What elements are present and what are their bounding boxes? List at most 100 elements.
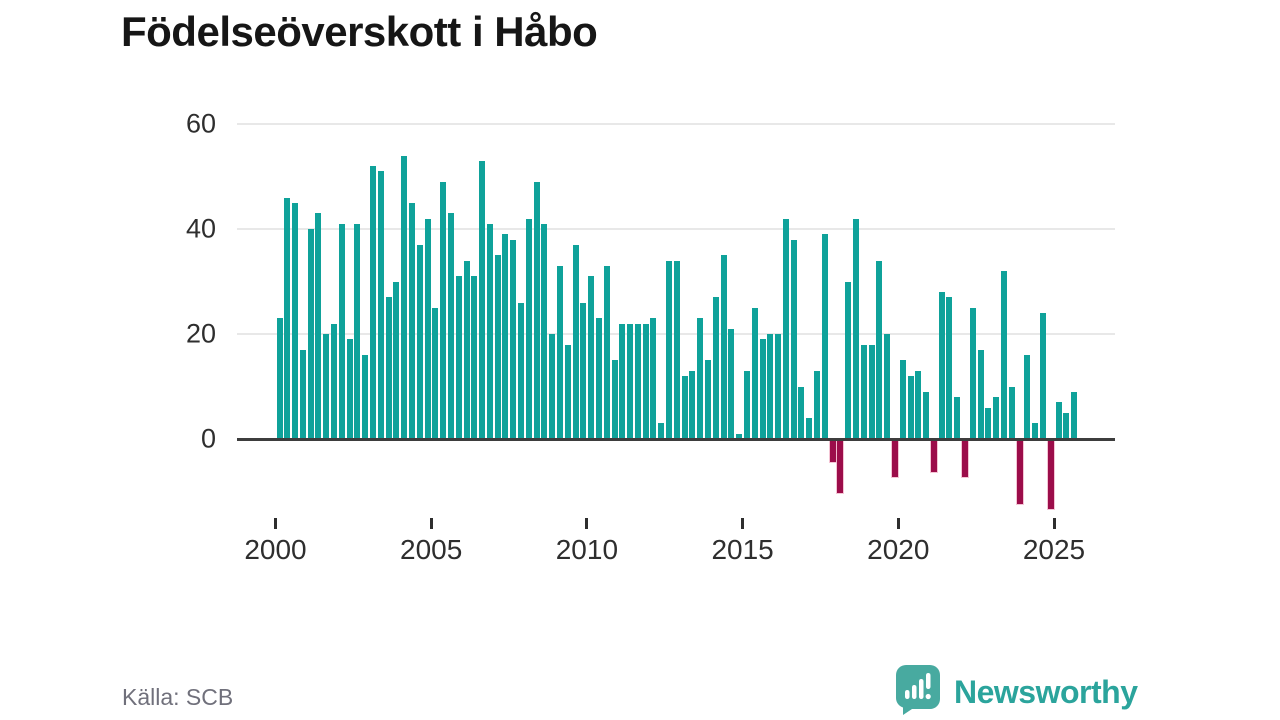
newsworthy-logo-text: Newsworthy bbox=[954, 674, 1138, 710]
bar bbox=[650, 318, 657, 440]
bar bbox=[603, 265, 610, 440]
bar bbox=[798, 386, 805, 439]
bar bbox=[377, 171, 384, 440]
x-tick bbox=[896, 518, 900, 529]
bar bbox=[276, 318, 283, 440]
bar bbox=[743, 370, 750, 440]
bar bbox=[525, 218, 532, 439]
bar bbox=[346, 339, 353, 440]
bar bbox=[907, 376, 914, 439]
bar bbox=[634, 323, 641, 439]
bar bbox=[720, 255, 727, 440]
bar bbox=[673, 260, 680, 439]
y-axis-label: 20 bbox=[185, 318, 216, 349]
bar bbox=[284, 197, 291, 439]
bar bbox=[595, 318, 602, 440]
bar bbox=[518, 302, 524, 439]
bar bbox=[370, 166, 376, 439]
bar bbox=[1055, 402, 1062, 440]
bar bbox=[292, 202, 299, 440]
bar bbox=[1016, 440, 1023, 504]
bar bbox=[837, 440, 844, 493]
bar bbox=[627, 323, 633, 439]
bar bbox=[969, 307, 976, 440]
bar bbox=[689, 370, 696, 440]
bar bbox=[705, 360, 711, 440]
bar bbox=[814, 370, 820, 440]
bar bbox=[946, 297, 953, 440]
bar bbox=[829, 440, 836, 462]
bar bbox=[868, 344, 875, 439]
bar bbox=[876, 260, 883, 439]
x-axis-label: 2010 bbox=[555, 534, 619, 565]
bar bbox=[299, 349, 306, 440]
y-axis-label: 0 bbox=[200, 423, 216, 454]
bar bbox=[510, 239, 517, 439]
bar bbox=[1039, 313, 1046, 439]
bar bbox=[424, 218, 431, 439]
bar bbox=[447, 213, 454, 440]
bar bbox=[463, 260, 470, 439]
bar bbox=[923, 391, 930, 440]
bar bbox=[432, 307, 439, 440]
bar bbox=[323, 334, 330, 439]
bar bbox=[401, 155, 408, 439]
bar bbox=[1047, 440, 1054, 509]
bar bbox=[549, 334, 556, 439]
bar bbox=[712, 297, 719, 440]
bar bbox=[954, 397, 961, 439]
bar bbox=[572, 244, 579, 440]
bar bbox=[502, 234, 509, 440]
bar bbox=[588, 276, 595, 440]
y-axis-label: 40 bbox=[185, 213, 216, 244]
bar bbox=[619, 323, 626, 439]
bar bbox=[985, 407, 992, 439]
bar bbox=[1032, 423, 1039, 440]
bar bbox=[1024, 355, 1031, 439]
bar bbox=[681, 376, 688, 439]
bar bbox=[642, 323, 649, 439]
bar bbox=[658, 423, 665, 440]
bar bbox=[962, 440, 968, 478]
bar bbox=[541, 223, 548, 440]
bar bbox=[455, 276, 462, 440]
source-note: Källa: SCB bbox=[122, 684, 234, 710]
gridline bbox=[237, 228, 1115, 230]
bar bbox=[806, 418, 813, 439]
bar bbox=[471, 276, 478, 440]
bar bbox=[728, 328, 735, 440]
bar bbox=[331, 323, 337, 439]
gridline bbox=[237, 123, 1115, 125]
x-tick bbox=[585, 518, 589, 529]
bar bbox=[736, 433, 743, 440]
bar bbox=[1063, 412, 1070, 440]
x-axis-label: 2020 bbox=[867, 534, 930, 565]
bar bbox=[556, 265, 563, 440]
bar bbox=[821, 234, 828, 440]
bar bbox=[751, 307, 758, 440]
bar bbox=[790, 239, 797, 439]
x-tick bbox=[741, 518, 745, 529]
bar bbox=[1008, 386, 1015, 439]
bar bbox=[393, 281, 400, 439]
x-axis-label: 2025 bbox=[1022, 534, 1086, 565]
x-tick bbox=[1052, 518, 1056, 529]
x-axis-label: 2000 bbox=[244, 534, 307, 565]
newsworthy-logo: Newsworthy bbox=[896, 665, 1138, 720]
bar bbox=[564, 344, 571, 439]
bar bbox=[891, 440, 898, 478]
bar bbox=[845, 281, 852, 439]
bar bbox=[362, 355, 369, 439]
bar bbox=[533, 181, 540, 440]
bar bbox=[853, 218, 859, 439]
bar bbox=[938, 292, 945, 439]
bar bbox=[782, 218, 789, 439]
x-axis-label: 2005 bbox=[400, 534, 463, 565]
bar bbox=[416, 244, 423, 440]
bar bbox=[697, 318, 704, 440]
bar bbox=[775, 334, 782, 439]
newsworthy-logo-icon bbox=[896, 665, 940, 720]
bar bbox=[408, 202, 415, 440]
bar bbox=[315, 213, 322, 440]
